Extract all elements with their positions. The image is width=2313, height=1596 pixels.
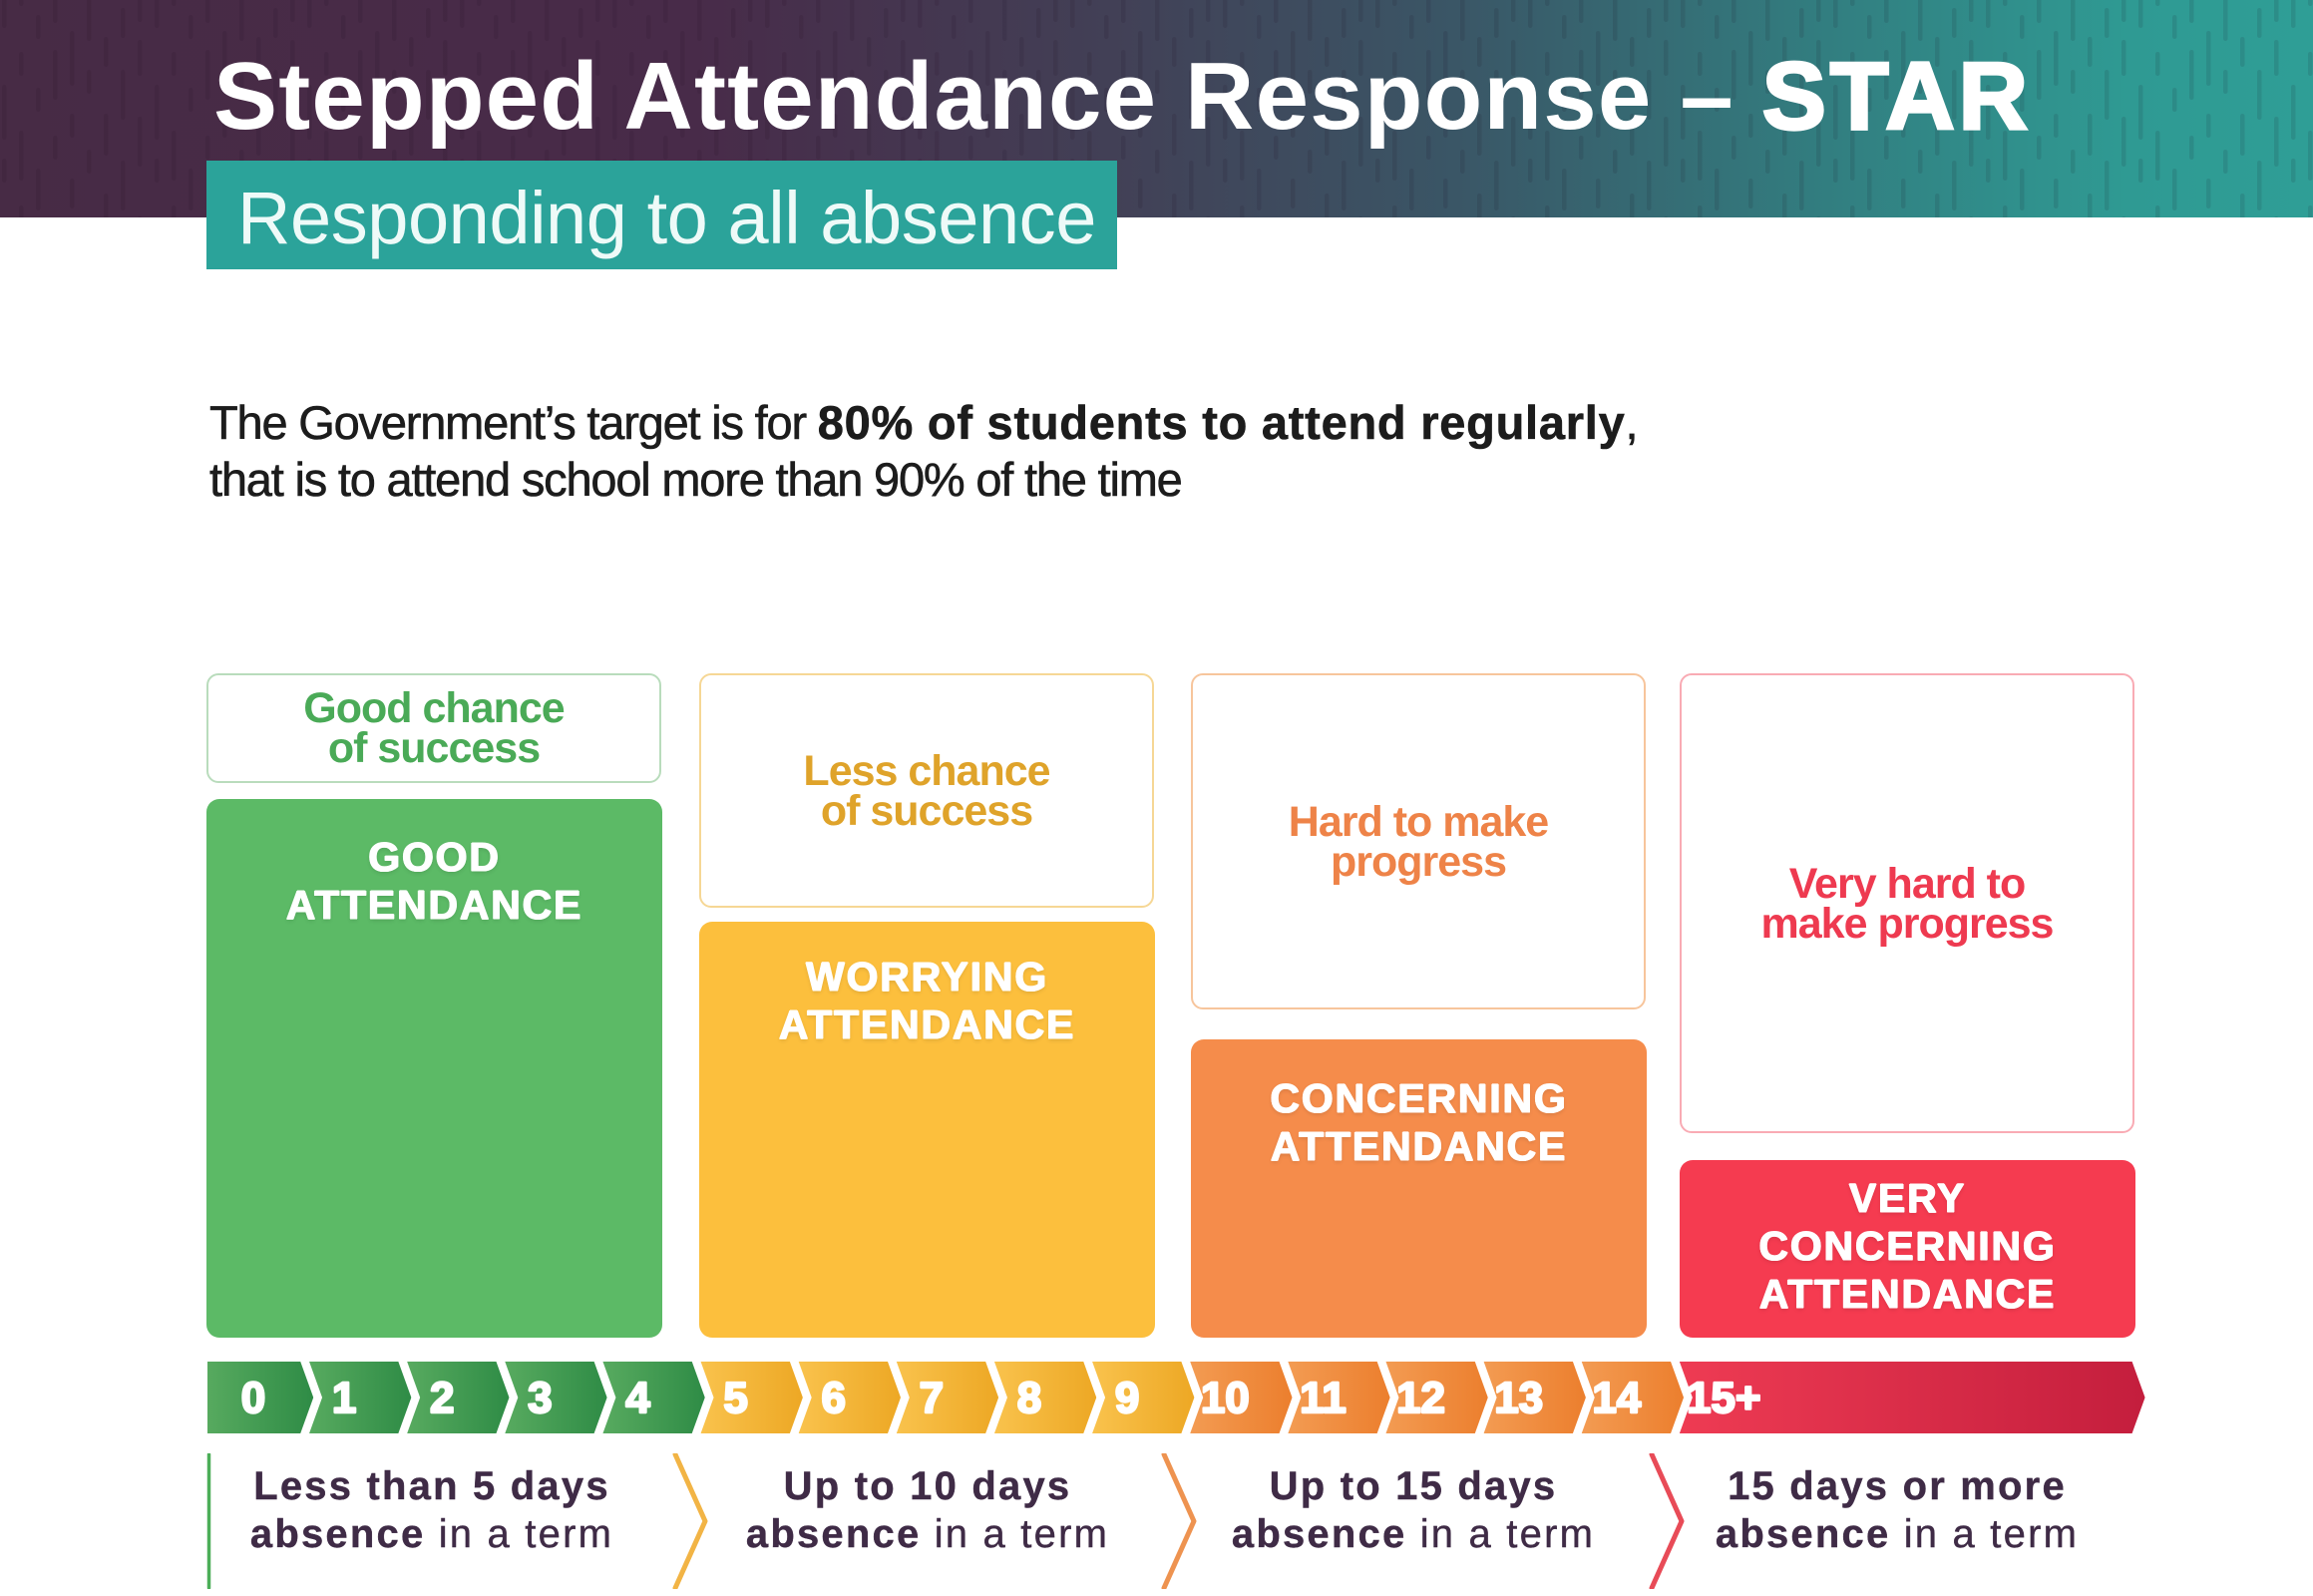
- svg-text:10: 10: [1201, 1374, 1250, 1422]
- svg-text:1: 1: [332, 1374, 356, 1422]
- svg-text:2: 2: [430, 1374, 454, 1422]
- svg-text:5: 5: [723, 1374, 747, 1422]
- svg-text:14: 14: [1592, 1374, 1641, 1422]
- svg-text:0: 0: [241, 1374, 265, 1422]
- svg-text:4: 4: [625, 1374, 650, 1422]
- svg-text:6: 6: [822, 1374, 846, 1422]
- svg-text:9: 9: [1115, 1374, 1139, 1422]
- svg-text:13: 13: [1494, 1374, 1543, 1422]
- svg-text:8: 8: [1017, 1374, 1041, 1422]
- svg-text:11: 11: [1300, 1374, 1347, 1422]
- svg-text:7: 7: [920, 1374, 944, 1422]
- svg-text:15+: 15+: [1687, 1374, 1761, 1422]
- svg-text:3: 3: [528, 1374, 552, 1422]
- svg-text:12: 12: [1396, 1374, 1445, 1422]
